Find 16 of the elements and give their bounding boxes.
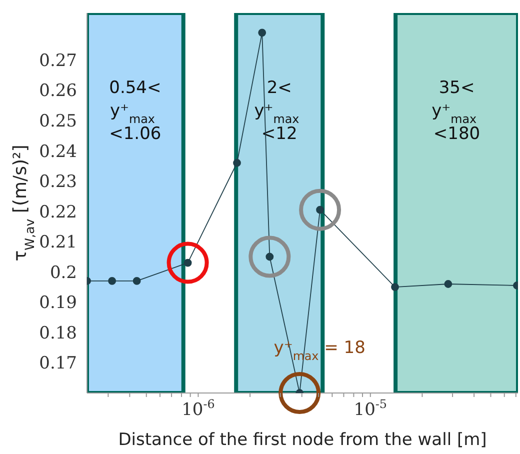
y-tick-label: 0.27 — [39, 50, 77, 71]
y-tick-label: 0.24 — [39, 142, 77, 162]
y-tick-label: 0.26 — [39, 81, 77, 102]
band-label: 35< y⁺$_{max}$ <180 — [432, 78, 480, 144]
band-label: 0.54< y⁺$_{max}$ <1.06 — [109, 78, 162, 144]
y-tick-label: 0.2 — [50, 262, 77, 283]
y-tick-label: 0.25 — [39, 111, 77, 132]
x-tick-label: 10$^{-6}$ — [182, 397, 215, 420]
y-tick-label: 0.18 — [39, 323, 77, 344]
y-tick-label: 0.17 — [39, 354, 77, 374]
x-tick-label: 10$^{-5}$ — [354, 397, 388, 420]
y-tick-label: 0.19 — [39, 293, 77, 314]
y-tick-label: 0.21 — [39, 232, 77, 253]
y-tick-label: 0.22 — [39, 202, 77, 222]
y-tick-label: 0.23 — [39, 172, 77, 192]
x-axis-title: Distance of the first node from the wall [m] — [118, 430, 487, 450]
